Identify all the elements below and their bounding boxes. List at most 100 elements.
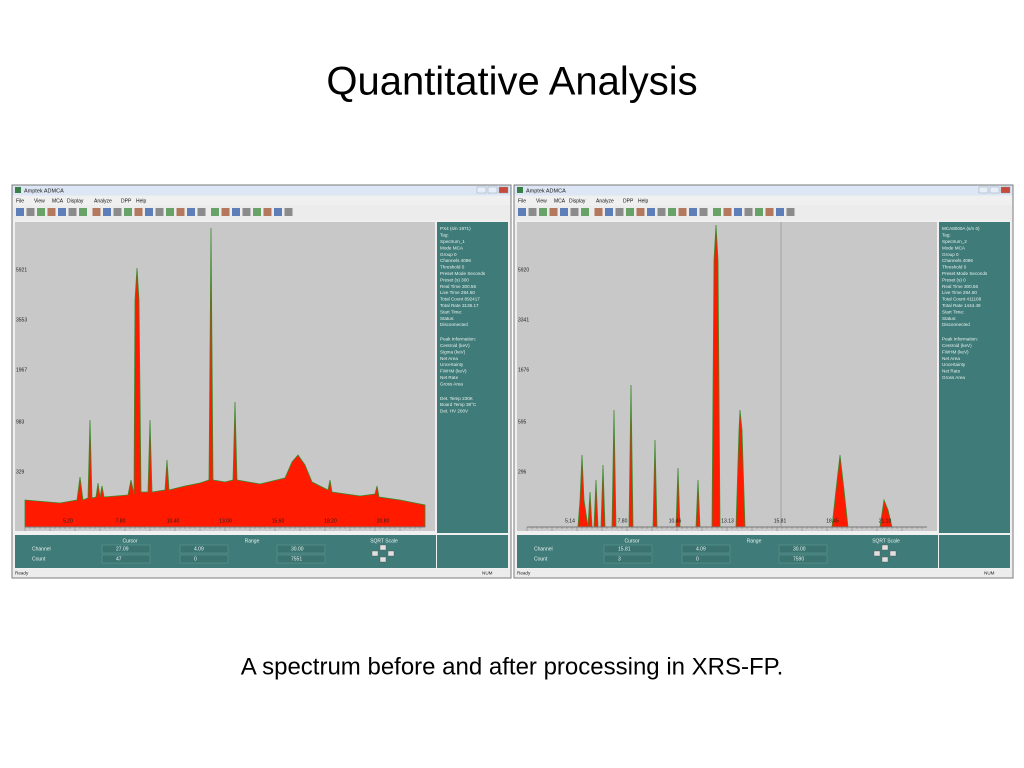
toolbar-button[interactable]: [253, 208, 261, 216]
toolbar: [515, 205, 1012, 220]
y-tick-label: 1967: [16, 367, 27, 373]
menu-item: Analyze: [94, 198, 112, 204]
scale-arrow[interactable]: [387, 550, 395, 557]
toolbar-button[interactable]: [68, 208, 77, 216]
x-tick-label: 18.20: [324, 518, 337, 524]
toolbar-button[interactable]: [765, 208, 774, 216]
y-tick-label: 5921: [16, 267, 27, 273]
toolbar-button[interactable]: [166, 208, 174, 216]
toolbar-button[interactable]: [47, 208, 56, 216]
x-tick-label: 13.13: [721, 518, 734, 524]
toolbar-button[interactable]: [744, 208, 753, 216]
toolbar-button[interactable]: [678, 208, 687, 216]
scale-arrow[interactable]: [873, 550, 881, 557]
y-tick-label: 595: [518, 419, 527, 425]
toolbar-button[interactable]: [699, 208, 708, 216]
field-value: 4.09: [696, 546, 706, 552]
scale-arrow[interactable]: [371, 550, 379, 557]
toolbar-button[interactable]: [755, 208, 763, 216]
scale-arrow[interactable]: [379, 544, 387, 551]
info-line: Sigma (keV): [440, 349, 466, 354]
info-line: Net Rate: [942, 369, 961, 374]
toolbar-button[interactable]: [176, 208, 185, 216]
x-tick-label: 7.80: [618, 518, 628, 524]
toolbar-button[interactable]: [113, 208, 122, 216]
toolbar-button[interactable]: [594, 208, 603, 216]
toolbar-button[interactable]: [734, 208, 742, 216]
toolbar-button[interactable]: [539, 208, 547, 216]
scale-arrow[interactable]: [881, 544, 889, 551]
toolbar-button[interactable]: [518, 208, 526, 216]
info-panel: [939, 222, 1010, 533]
toolbar-button[interactable]: [134, 208, 143, 216]
toolbar-button[interactable]: [92, 208, 101, 216]
toolbar-button[interactable]: [284, 208, 293, 216]
toolbar-button[interactable]: [776, 208, 784, 216]
toolbar-button[interactable]: [211, 208, 219, 216]
num-indicator: NUM: [984, 571, 995, 576]
toolbar-button[interactable]: [549, 208, 558, 216]
toolbar-button[interactable]: [713, 208, 721, 216]
window-max-button[interactable]: [487, 186, 498, 194]
toolbar-button[interactable]: [79, 208, 87, 216]
status-bar: [13, 569, 510, 577]
toolbar-button[interactable]: [263, 208, 272, 216]
toolbar-button[interactable]: [657, 208, 666, 216]
plot-area: [517, 222, 937, 531]
toolbar-button[interactable]: [103, 208, 111, 216]
toolbar-button[interactable]: [274, 208, 282, 216]
scale-arrow[interactable]: [889, 550, 897, 557]
status-bar: [515, 569, 1012, 577]
toolbar-button[interactable]: [605, 208, 613, 216]
x-tick-label: 5.14: [565, 518, 575, 524]
scale-arrow[interactable]: [379, 556, 387, 563]
toolbar-button[interactable]: [16, 208, 24, 216]
toolbar-button[interactable]: [647, 208, 655, 216]
info-line: Uncertainty: [942, 362, 966, 367]
toolbar-button[interactable]: [723, 208, 732, 216]
toolbar-button[interactable]: [668, 208, 676, 216]
info-line: Channels 4096: [942, 258, 973, 263]
info-line: MCA8000A (s/n 0): [942, 226, 980, 231]
field-value: 4.09: [194, 546, 204, 552]
window-close-button[interactable]: [1000, 186, 1011, 194]
menu-item: Display: [67, 198, 84, 204]
toolbar-button[interactable]: [570, 208, 579, 216]
window-close-button[interactable]: [498, 186, 509, 194]
toolbar-button[interactable]: [242, 208, 251, 216]
info-line: PX4 (s/n 1971): [440, 226, 471, 231]
info-line: Start Time:: [440, 309, 462, 314]
toolbar-button[interactable]: [689, 208, 697, 216]
window-min-button[interactable]: [476, 186, 487, 194]
toolbar-button[interactable]: [232, 208, 240, 216]
toolbar-button[interactable]: [58, 208, 66, 216]
info-line: Peak Information:: [440, 337, 476, 342]
toolbar-button[interactable]: [124, 208, 132, 216]
toolbar-button[interactable]: [187, 208, 195, 216]
toolbar-button[interactable]: [626, 208, 634, 216]
toolbar-button[interactable]: [786, 208, 795, 216]
info-line: Mode MCA: [942, 245, 966, 250]
toolbar-button[interactable]: [197, 208, 206, 216]
y-tick-label: 3553: [16, 317, 27, 323]
toolbar-button[interactable]: [528, 208, 537, 216]
toolbar-button[interactable]: [37, 208, 45, 216]
x-tick-label: 15.60: [272, 518, 285, 524]
toolbar-button[interactable]: [221, 208, 230, 216]
info-line: Spectrum_1: [440, 239, 465, 244]
toolbar-button[interactable]: [636, 208, 645, 216]
info-line: FWHM (keV): [440, 369, 467, 374]
toolbar-button[interactable]: [155, 208, 164, 216]
info-line: Net Rate: [440, 375, 459, 380]
scale-arrow[interactable]: [881, 556, 889, 563]
x-tick-label: 5.20: [63, 518, 73, 524]
toolbar-button[interactable]: [615, 208, 624, 216]
window-max-button[interactable]: [989, 186, 1000, 194]
toolbar-button[interactable]: [145, 208, 153, 216]
toolbar-button[interactable]: [26, 208, 35, 216]
info-line: Mode MCA: [440, 245, 464, 250]
toolbar-button[interactable]: [581, 208, 589, 216]
info-line: Gross Area: [440, 381, 463, 386]
toolbar-button[interactable]: [560, 208, 568, 216]
window-min-button[interactable]: [978, 186, 989, 194]
